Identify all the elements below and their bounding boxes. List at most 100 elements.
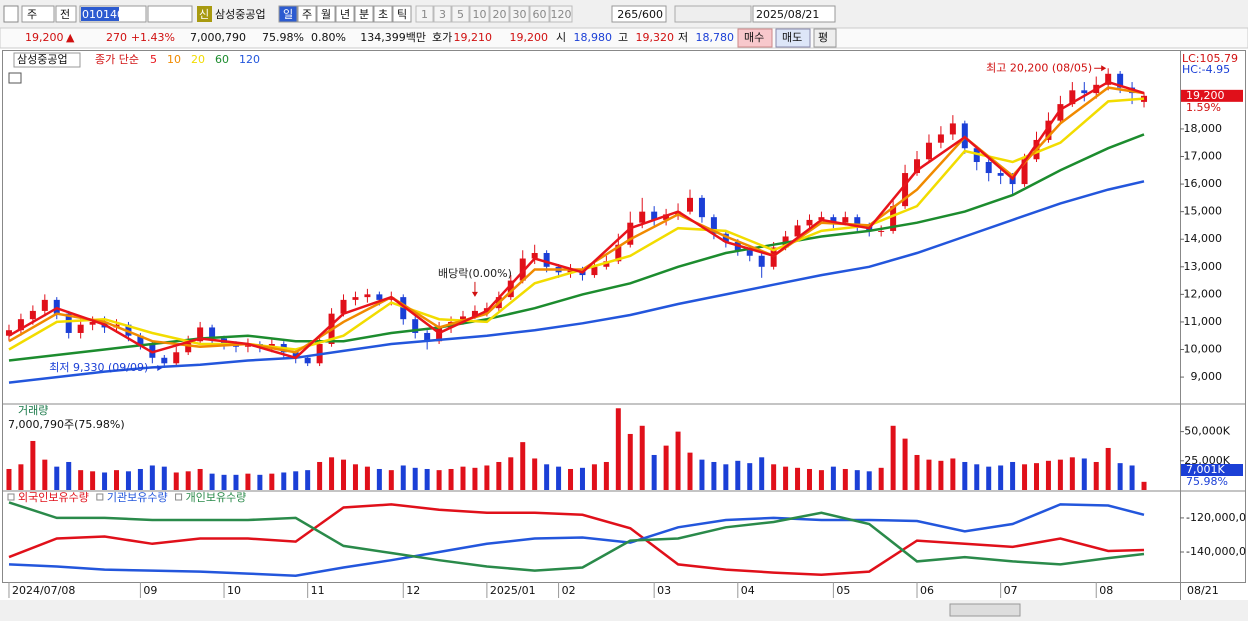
x-tick-label: 03: [657, 584, 671, 597]
period-button[interactable]: [278, 5, 298, 23]
holding-line: [8, 503, 1145, 576]
volume-bar: [1045, 460, 1051, 490]
volume-bar: [102, 472, 108, 490]
code: 010140: [82, 8, 124, 21]
period[interactable]: 분: [359, 8, 369, 21]
interval-button[interactable]: [509, 5, 530, 23]
interval-button[interactable]: [415, 5, 434, 23]
period-button[interactable]: [373, 5, 393, 23]
sell-button[interactable]: [775, 28, 811, 48]
ma-label: 종가 단순: [95, 53, 139, 66]
interval[interactable]: 60: [533, 8, 547, 21]
interval-button[interactable]: [469, 5, 490, 23]
volume-bar: [711, 461, 717, 490]
moving-average: [8, 80, 1145, 360]
volume-bar: [938, 460, 944, 490]
volume-bar: [1093, 461, 1099, 490]
volume-bar: [747, 463, 753, 490]
avg-button[interactable]: [813, 28, 837, 48]
avg[interactable]: 평: [818, 31, 828, 44]
chart-frame: [2, 50, 1246, 583]
volume-bar: [615, 408, 621, 490]
candle-body: [1141, 95, 1148, 102]
volume-bar: [1141, 481, 1147, 490]
volume-bar: [424, 468, 430, 490]
period-button[interactable]: [335, 5, 355, 23]
interval[interactable]: 3: [439, 8, 446, 21]
search-tools[interactable]: [147, 5, 193, 23]
candle-body: [531, 253, 538, 259]
volume-bar: [1117, 463, 1123, 490]
x-tick-label: 09: [143, 584, 157, 597]
interval[interactable]: 120: [551, 8, 572, 21]
interval[interactable]: 20: [493, 8, 507, 21]
zoom-slider[interactable]: [949, 603, 1021, 617]
volume-bar: [1033, 463, 1039, 490]
volume-bar: [890, 425, 896, 490]
interval[interactable]: 10: [473, 8, 487, 21]
period[interactable]: 초: [378, 8, 388, 21]
candle-body: [973, 148, 980, 163]
market-select[interactable]: [21, 5, 55, 23]
period-button[interactable]: [297, 5, 317, 23]
candle-body: [997, 173, 1004, 176]
annotation-arrowhead: [471, 291, 478, 297]
volume-bar: [1010, 461, 1016, 490]
volume-bar: [269, 473, 275, 490]
open-label: 시: [556, 31, 566, 44]
interval-button[interactable]: [529, 5, 550, 23]
buy[interactable]: 매수: [744, 31, 764, 44]
period[interactable]: 주: [302, 8, 312, 21]
candle-body: [1021, 159, 1028, 185]
candle-body: [914, 159, 921, 174]
volume-bar: [771, 464, 777, 490]
volume-bar: [735, 460, 741, 490]
volume: 7,000,790: [190, 31, 246, 44]
menu-button[interactable]: [3, 5, 19, 23]
candle-body: [1057, 104, 1064, 121]
date-box[interactable]: [752, 5, 836, 23]
sell[interactable]: 매도: [782, 31, 802, 44]
y-tick-label: 13,000: [1184, 260, 1223, 273]
interval[interactable]: 30: [513, 8, 527, 21]
volume-bar: [412, 467, 418, 490]
holding-line: [8, 503, 1145, 577]
legend-entry: 60: [215, 53, 229, 66]
period[interactable]: 년: [340, 8, 350, 21]
table-icon[interactable]: [8, 72, 22, 84]
candle-body: [651, 211, 658, 220]
volume-bar: [687, 452, 693, 490]
period[interactable]: 일: [283, 7, 293, 21]
volume-bar: [496, 461, 502, 490]
interval-button[interactable]: [451, 5, 470, 23]
tool-icons[interactable]: [674, 5, 752, 23]
last-volume-box: [1181, 464, 1243, 476]
count-box[interactable]: [611, 5, 667, 23]
prev-button[interactable]: [55, 5, 77, 23]
volume-bar: [460, 466, 466, 490]
interval-button[interactable]: [549, 5, 573, 23]
period[interactable]: 월: [321, 8, 331, 21]
buy-button[interactable]: [737, 28, 773, 48]
candle-body: [209, 327, 216, 339]
interval-button[interactable]: [489, 5, 510, 23]
candle-body: [758, 255, 765, 267]
candle-body: [77, 324, 84, 333]
period-button[interactable]: [316, 5, 336, 23]
candle-body: [364, 294, 371, 298]
candle-body: [29, 310, 36, 320]
volume-bar: [317, 461, 323, 490]
candle-body: [663, 214, 670, 220]
period-button[interactable]: [354, 5, 374, 23]
last-volume-pct: 75.98%: [1186, 475, 1228, 488]
interval[interactable]: 5: [457, 8, 464, 21]
candle-body: [352, 297, 359, 300]
interval[interactable]: 1: [421, 8, 428, 21]
period-button[interactable]: [392, 5, 412, 23]
interval-button[interactable]: [433, 5, 452, 23]
volume-bar: [18, 464, 24, 490]
candle-body: [1045, 120, 1052, 140]
candle-body: [603, 261, 610, 267]
volume-bar: [42, 459, 48, 490]
period[interactable]: 틱: [397, 8, 407, 21]
